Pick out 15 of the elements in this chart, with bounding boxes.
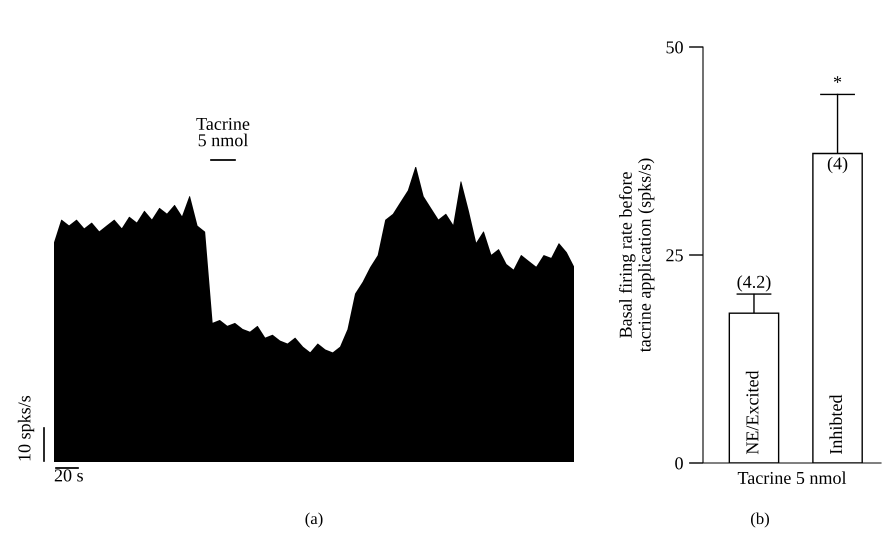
x-axis-title: Tacrine 5 nmol — [738, 471, 846, 484]
annotation: (4.2) — [737, 275, 770, 292]
y-tick-label: 0 — [675, 457, 683, 470]
text: (b) — [751, 512, 769, 528]
annotation: * — [834, 76, 842, 83]
text: (a) — [305, 512, 323, 528]
annotation: (4) — [828, 156, 848, 174]
text: Tacrine 5 nmol — [196, 118, 250, 146]
y-axis-title: Basal firing rate before tacrine application (spks/s) — [618, 158, 654, 352]
x-tick-label: Inhibted — [829, 394, 842, 454]
y-tick-label: 25 — [666, 249, 683, 262]
x-tick-label: NE/Excited — [746, 370, 758, 454]
text: 10 spks/s — [18, 396, 34, 460]
text: 20 s — [54, 469, 83, 482]
y-tick-label: 50 — [666, 41, 683, 54]
